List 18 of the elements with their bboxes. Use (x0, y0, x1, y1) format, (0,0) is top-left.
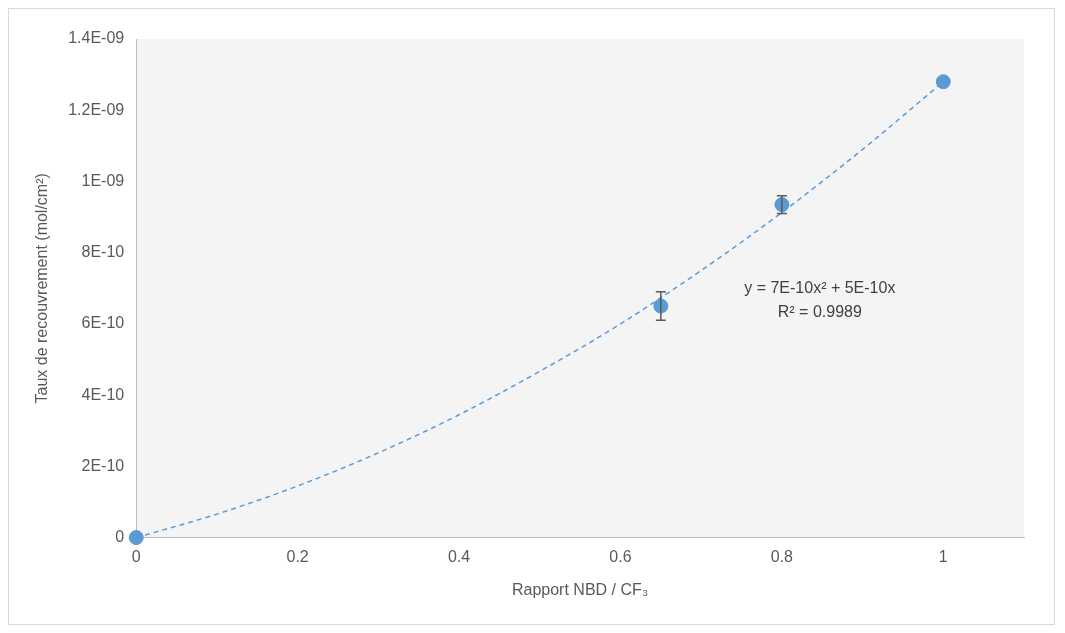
y-tick-label: 4E-10 (81, 385, 125, 403)
annotation: R² = 0.9989 (777, 303, 862, 321)
x-axis-title: Rapport NBD / CF₃ (511, 580, 649, 598)
y-tick-label: 8E-10 (81, 243, 125, 261)
x-tick-label: 0 (131, 547, 141, 565)
y-axis-title: Taux de recouvrement (mol/cm²) (33, 173, 51, 404)
y-tick-label: 1E-09 (81, 171, 125, 189)
y-tick-label: 2E-10 (81, 456, 125, 474)
x-tick-label: 0.6 (609, 547, 632, 565)
y-tick-label: 6E-10 (81, 314, 125, 332)
x-tick-label: 0.8 (770, 547, 794, 565)
x-tick-label: 0.4 (447, 547, 471, 565)
x-tick-label: 1 (938, 547, 948, 565)
y-tick-label: 1.4E-09 (68, 29, 125, 47)
x-tick-label: 0.2 (286, 547, 309, 565)
y-tick-label: 1.2E-09 (68, 100, 125, 118)
y-tick-label: 0 (115, 528, 125, 546)
annotation: y = 7E-10x² + 5E-10x (744, 279, 896, 297)
